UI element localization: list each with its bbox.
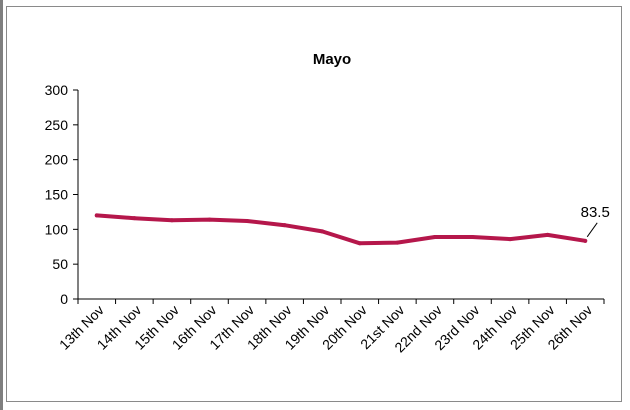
- data-point: [508, 237, 513, 242]
- data-label-leader: [586, 222, 598, 238]
- data-point: [245, 218, 250, 223]
- data-point: [470, 234, 475, 239]
- left-edge-rule: [0, 0, 3, 410]
- y-tick-label: 200: [45, 152, 69, 168]
- data-point: [432, 234, 437, 239]
- data-point: [395, 240, 400, 245]
- y-tick-label: 100: [45, 221, 69, 237]
- data-point: [545, 232, 550, 237]
- data-point: [169, 218, 174, 223]
- data-point: [132, 216, 137, 221]
- data-point: [357, 241, 362, 246]
- chart-frame: [6, 6, 622, 402]
- y-tick-label: 0: [60, 291, 68, 307]
- data-point: [94, 213, 99, 218]
- y-tick-label: 50: [52, 256, 68, 272]
- data-point: [320, 229, 325, 234]
- series-line: [94, 213, 588, 246]
- axes: [73, 89, 605, 304]
- y-tick-label: 300: [45, 82, 69, 98]
- series-layer: [94, 213, 588, 246]
- data-point: [282, 223, 287, 228]
- y-tick-labels: 0 50 100 150 200 250 300: [45, 82, 69, 307]
- y-tick-label: 150: [45, 187, 69, 203]
- y-tick-label: 250: [45, 117, 69, 133]
- data-point: [207, 217, 212, 222]
- data-labels: 83.5: [581, 204, 610, 238]
- chart-title: Mayo: [313, 51, 351, 68]
- data-label: 83.5: [581, 204, 610, 221]
- data-point: [583, 238, 588, 243]
